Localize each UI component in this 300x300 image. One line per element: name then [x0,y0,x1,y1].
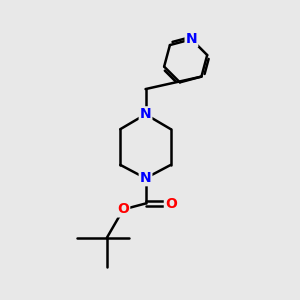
Text: N: N [186,32,197,46]
Text: N: N [140,107,152,121]
Text: O: O [165,196,177,211]
Text: O: O [117,202,129,216]
Text: N: N [140,171,152,185]
